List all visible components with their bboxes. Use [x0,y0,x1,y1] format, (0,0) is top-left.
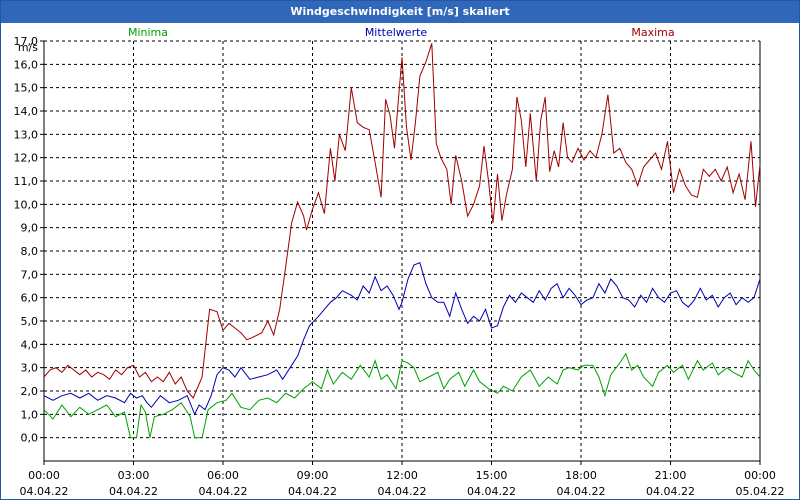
series-line-maxima [43,43,761,399]
y-tick-label: 2,0 [21,385,39,398]
y-axis-unit: m/s [18,41,38,54]
x-tick-time: 00:00 [28,469,60,482]
x-tick-date: 04.04.22 [109,485,158,498]
x-tick-time: 06:00 [207,469,239,482]
y-tick-label: 4,0 [21,338,39,351]
legend-item-mittelwerte: Mittelwerte [365,26,428,39]
x-tick-date: 04.04.22 [288,485,337,498]
y-tick-label: 12,0 [14,152,39,165]
series-line-mittelwerte [43,262,761,416]
y-tick-label: 16,0 [14,58,39,71]
y-tick-label: 10,0 [14,198,39,211]
y-tick-label: 13,0 [14,128,39,141]
window-title: Windgeschwindigkeit [m/s] skaliert [1,1,799,23]
x-tick-date: 04.04.22 [557,485,606,498]
series-line-minima [43,352,761,439]
y-tick-label: 0,0 [21,432,39,445]
legend: Minima Mittelwerte Maxima [128,26,675,39]
x-tick-date: 04.04.22 [378,485,427,498]
y-tick-label: 15,0 [14,82,39,95]
y-tick-label: 5,0 [21,315,39,328]
y-tick-label: 7,0 [21,268,39,281]
y-tick-label: 1,0 [21,408,39,421]
x-tick-time: 00:00 [744,469,776,482]
x-tick-date: 04.04.22 [199,485,248,498]
y-tick-label: 11,0 [14,175,39,188]
y-tick-label: 3,0 [21,362,39,375]
y-tick-label: 6,0 [21,292,39,305]
y-axis-ticks: 0,0 1,0 2,0 3,0 4,0 5,0 6,0 7,0 8,0 9,0 10,0 11,0 12… [14,35,44,445]
series-lines [43,43,761,439]
y-tick-label: 17,0 [14,35,39,48]
x-tick-time: 21:00 [655,469,687,482]
x-tick-time: 15:00 [476,469,508,482]
x-tick-date: 04.04.22 [467,485,516,498]
x-tick-time: 12:00 [386,469,418,482]
x-tick-date: 05.04.22 [736,485,785,498]
y-tick-label: 8,0 [21,245,39,258]
x-tick-time: 18:00 [565,469,597,482]
y-tick-label: 14,0 [14,105,39,118]
x-tick-date: 04.04.22 [20,485,69,498]
x-tick-date: 04.04.22 [646,485,695,498]
legend-item-maxima: Maxima [631,26,674,39]
y-tick-label: 9,0 [21,222,39,235]
legend-item-minima: Minima [128,26,168,39]
x-tick-time: 03:00 [118,469,150,482]
x-axis-ticks: 00:00 04.04.22 03:00 04.04.22 06:00 04.04.22 0… [20,461,785,498]
grid [44,40,760,461]
x-tick-time: 09:00 [297,469,329,482]
